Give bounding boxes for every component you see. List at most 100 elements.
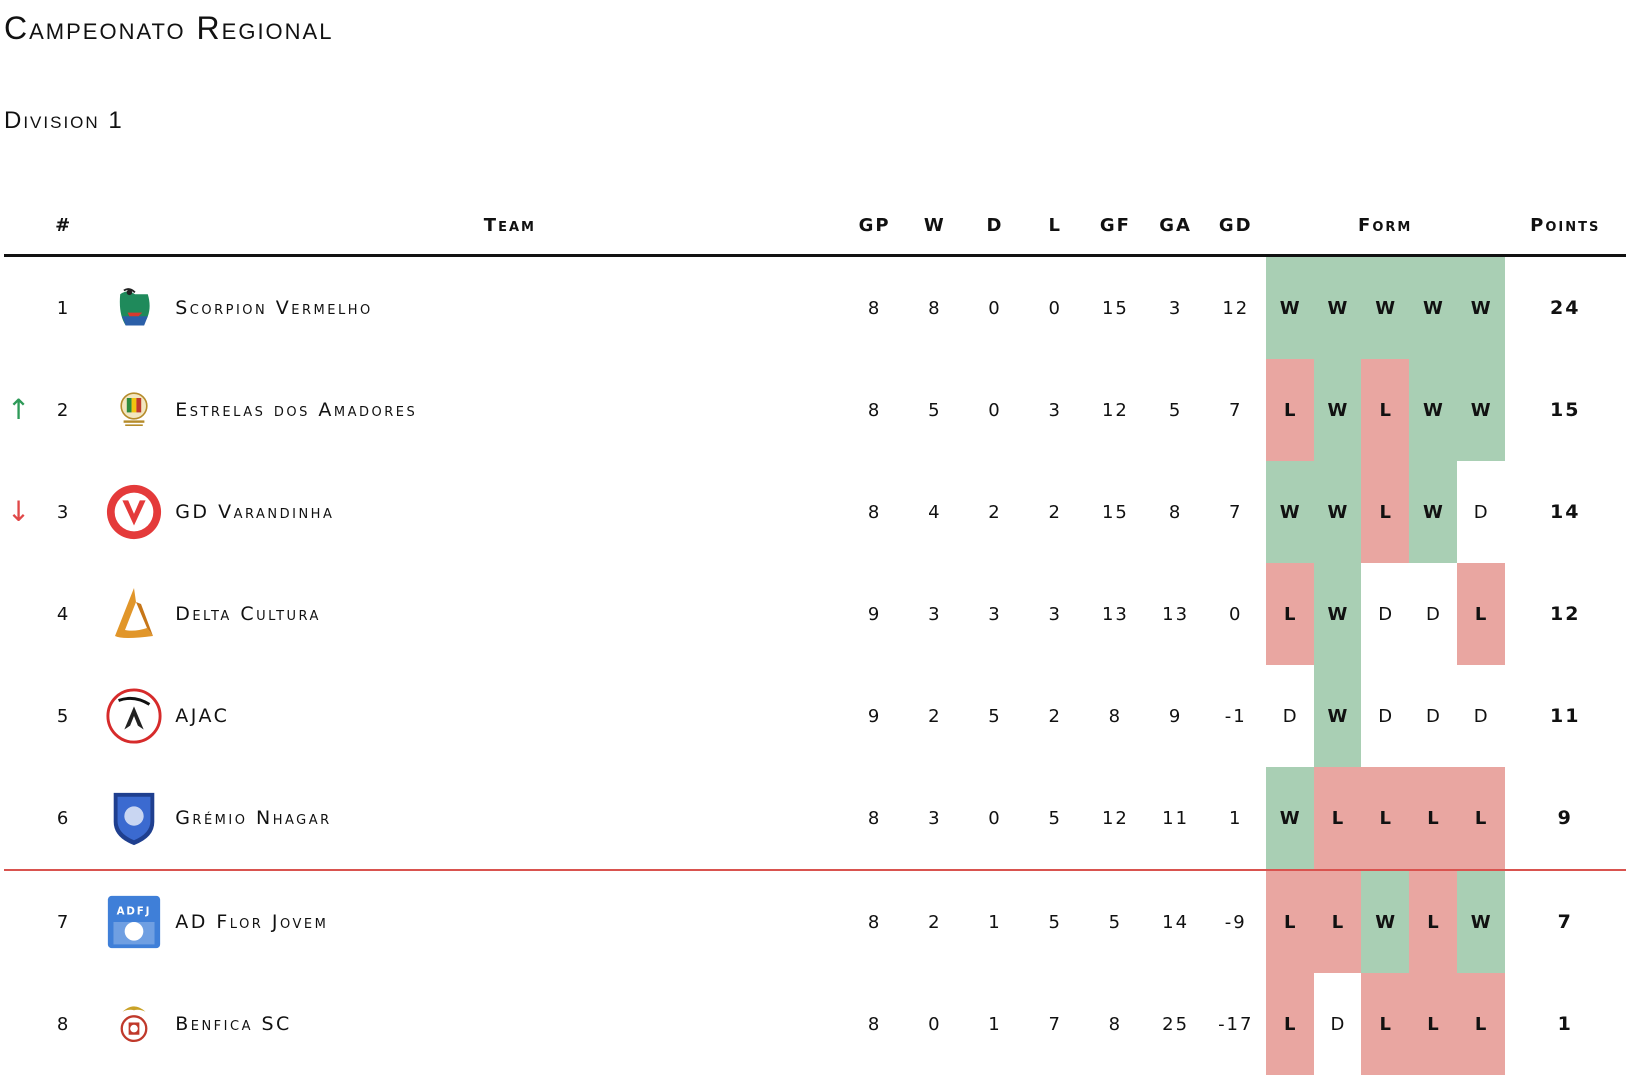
points-cell: 15	[1550, 399, 1581, 421]
gf-cell: 12	[1101, 399, 1129, 421]
form-result: L	[1409, 767, 1457, 870]
gd-cell: 1	[1229, 807, 1243, 829]
form-result: W	[1409, 359, 1457, 461]
table-row: ↑ 2 Estrelas dos Amadores 8 5 0 3 12 5 7 L W L W W 15	[4, 359, 1626, 461]
form-result: W	[1313, 461, 1362, 563]
movement-cell: ↓	[4, 461, 35, 563]
gp-cell: 8	[844, 869, 905, 973]
rank-cell: 6	[56, 807, 71, 829]
l-cell: 2	[1048, 501, 1062, 523]
form-result: D	[1378, 603, 1393, 625]
d-cell: 3	[988, 603, 1002, 625]
header-team: Team	[175, 196, 845, 257]
gp-cell: 8	[867, 297, 882, 319]
form-result: L	[1265, 973, 1314, 1075]
table-row: ↓ 3 GD Varandinha 8 4 2 2 15 8 7 W W L W D 14	[4, 461, 1626, 563]
arrow-up-icon: ↑	[6, 393, 33, 426]
form-result: D	[1473, 501, 1488, 523]
ga-cell: 9	[1168, 705, 1183, 727]
standings-body: 1 Scorpion Vermelho 8 8 0 0 15 3 12 W W W W W 24 ↑ 2 Estr…	[4, 255, 1626, 1075]
gp-cell: 8	[867, 501, 882, 523]
form-result: W	[1361, 255, 1410, 359]
team-name: AD Flor Jovem	[175, 869, 845, 973]
l-cell: 2	[1048, 705, 1062, 727]
standings-table: # Team GP W D L GF GA GD Form Points 1 Sc…	[4, 196, 1626, 1075]
gf-cell: 15	[1101, 297, 1129, 319]
form-result: D	[1425, 603, 1440, 625]
form-result: L	[1456, 767, 1505, 870]
l-cell: 3	[1048, 603, 1062, 625]
rank-cell: 2	[56, 399, 71, 421]
gp-cell: 8	[867, 399, 882, 421]
gd-cell: 0	[1229, 603, 1243, 625]
form-result: D	[1473, 705, 1488, 727]
ga-cell: 14	[1145, 869, 1206, 973]
team-name: GD Varandinha	[175, 501, 335, 523]
header-logo	[92, 196, 176, 257]
w-cell: 8	[928, 297, 942, 319]
form-result: W	[1409, 461, 1457, 563]
rank-cell: 8	[56, 1013, 71, 1035]
form-result: L	[1265, 563, 1314, 665]
points-cell: 7	[1504, 869, 1626, 973]
team-name: Benfica SC	[175, 1013, 292, 1035]
form-result: W	[1313, 255, 1362, 359]
form-result: L	[1361, 973, 1410, 1075]
form-result: W	[1313, 665, 1362, 767]
header-points: Points	[1504, 196, 1626, 257]
gf-cell: 12	[1101, 807, 1129, 829]
points-cell: 12	[1550, 603, 1581, 625]
ajac-logo	[105, 687, 163, 745]
w-cell: 3	[928, 603, 942, 625]
w-cell: 3	[928, 807, 942, 829]
gd-cell: -17	[1218, 1013, 1254, 1035]
gp-cell: 8	[867, 807, 882, 829]
gd-cell: 12	[1222, 297, 1250, 319]
scorpion-vermelho-logo	[111, 283, 157, 333]
header-gf: GF	[1085, 196, 1146, 257]
form-result: D	[1330, 1013, 1345, 1035]
header-l: L	[1025, 196, 1086, 257]
l-cell: 0	[1048, 297, 1062, 319]
form-result: W	[1265, 255, 1314, 359]
gd-cell: -1	[1224, 705, 1247, 727]
header-rank: #	[35, 196, 93, 257]
logo-cell	[92, 359, 175, 461]
estrelas-dos-amadores-logo	[114, 388, 154, 432]
w-cell: 5	[928, 399, 942, 421]
gp-cell: 9	[867, 705, 882, 727]
points-cell: 9	[1557, 807, 1573, 829]
ga-cell: 13	[1162, 603, 1190, 625]
header-w: W	[904, 196, 965, 257]
form-result: W	[1265, 767, 1314, 870]
movement-cell	[4, 973, 35, 1075]
logo-cell	[92, 665, 175, 767]
form-result: D	[1378, 705, 1393, 727]
team-name: Grémio Nhagar	[175, 807, 332, 829]
points-cell: 24	[1550, 297, 1581, 319]
logo-cell	[92, 767, 175, 870]
header-d: D	[964, 196, 1026, 257]
d-cell: 1	[964, 869, 1026, 973]
logo-cell	[92, 256, 175, 360]
table-row: 6 Grémio Nhagar 8 3 0 5 12 11 1 W L L L L 9	[4, 767, 1626, 870]
gp-cell: 9	[867, 603, 882, 625]
table-row: 1 Scorpion Vermelho 8 8 0 0 15 3 12 W W W W W 24	[4, 255, 1626, 360]
arrow-down-icon: ↓	[6, 495, 33, 528]
header-gp: GP	[844, 196, 905, 257]
rank-cell: 7	[35, 869, 93, 973]
logo-cell	[92, 563, 175, 665]
gf-cell: 5	[1085, 869, 1146, 973]
d-cell: 5	[988, 705, 1002, 727]
rank-cell: 5	[56, 705, 71, 727]
movement-cell	[4, 869, 36, 973]
w-cell: 4	[928, 501, 942, 523]
form-result: L	[1361, 767, 1410, 870]
ga-cell: 5	[1168, 399, 1183, 421]
gremio-nhagar-logo	[109, 789, 159, 847]
movement-cell	[4, 665, 35, 767]
points-cell: 11	[1550, 705, 1581, 727]
header-arrow	[4, 196, 36, 257]
form-result: W	[1313, 563, 1362, 665]
form-result: W	[1265, 461, 1314, 563]
